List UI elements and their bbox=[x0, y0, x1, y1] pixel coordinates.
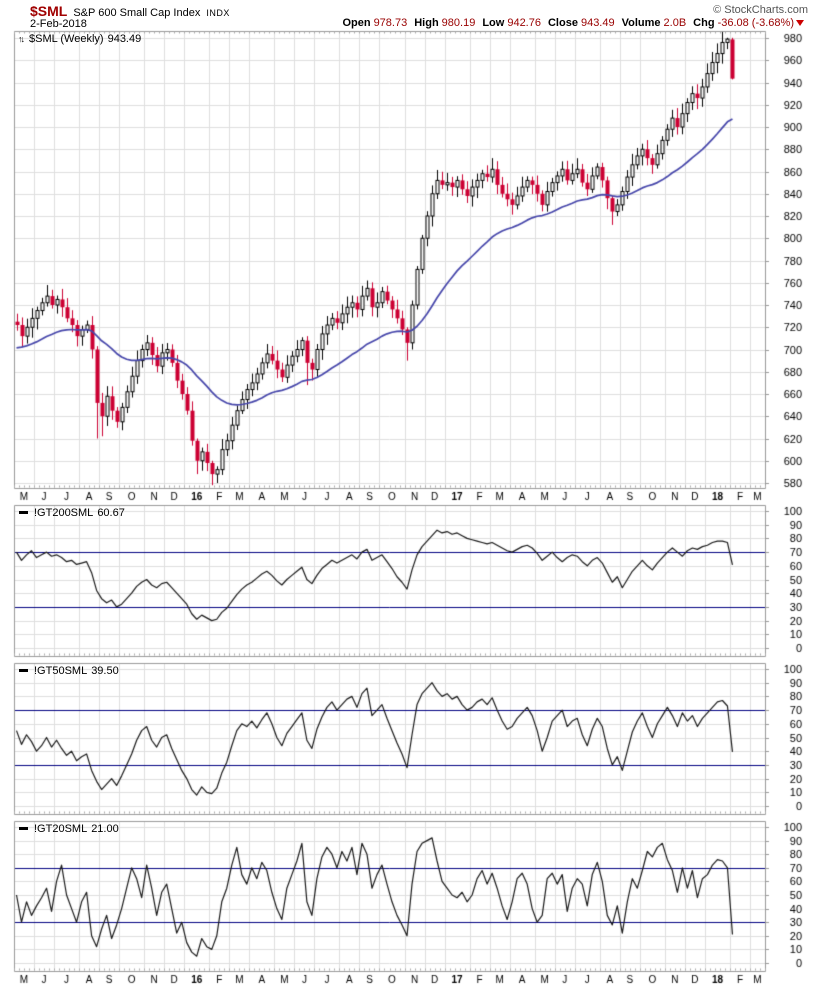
gt50-legend-value: 39.50 bbox=[91, 665, 119, 677]
gt20-legend-value: 21.00 bbox=[91, 823, 119, 835]
gt200-legend-value: 60.67 bbox=[97, 507, 125, 519]
quote-high: High 980.19 bbox=[414, 17, 476, 29]
quote-volume: Volume 2.0B bbox=[621, 17, 687, 29]
quote-close: Close 943.49 bbox=[547, 17, 615, 29]
price-panel-legend: ↑↓ $SML (Weekly) 943.49 bbox=[18, 33, 141, 45]
line-swatch-icon bbox=[19, 668, 28, 672]
copyright-label: © StockCharts.com bbox=[713, 4, 808, 16]
quote-open: Open 978.73 bbox=[342, 17, 408, 29]
exchange-label: INDX bbox=[206, 8, 230, 18]
chart-header: $SML S&P 600 Small Cap Index INDX bbox=[30, 3, 230, 19]
gt200-panel-legend: !GT200SML 60.67 bbox=[19, 507, 125, 519]
price-legend-title: $SML (Weekly) bbox=[29, 33, 104, 45]
gt50-panel-legend: !GT50SML 39.50 bbox=[19, 665, 119, 677]
symbol-label: $SML bbox=[30, 3, 68, 19]
quote-low: Low 942.76 bbox=[482, 17, 541, 29]
chart-date: 2-Feb-2018 bbox=[30, 18, 87, 30]
gt50-legend-title: !GT50SML bbox=[34, 665, 88, 677]
down-triangle-icon bbox=[796, 20, 804, 26]
up-down-arrows-icon: ↑↓ bbox=[18, 34, 25, 44]
symbol-fullname: S&P 600 Small Cap Index bbox=[73, 7, 201, 19]
price-legend-value: 943.49 bbox=[107, 33, 142, 45]
line-swatch-icon bbox=[19, 510, 28, 514]
quote-change: Chg -36.08 (-3.68%) bbox=[693, 17, 804, 29]
gt20-legend-title: !GT20SML bbox=[34, 823, 88, 835]
gt200-legend-title: !GT200SML bbox=[34, 507, 94, 519]
line-swatch-icon bbox=[19, 826, 28, 830]
quote-summary: Open 978.73 High 980.19 Low 942.76 Close 943… bbox=[342, 17, 804, 29]
gt20-panel-legend: !GT20SML 21.00 bbox=[19, 823, 119, 835]
